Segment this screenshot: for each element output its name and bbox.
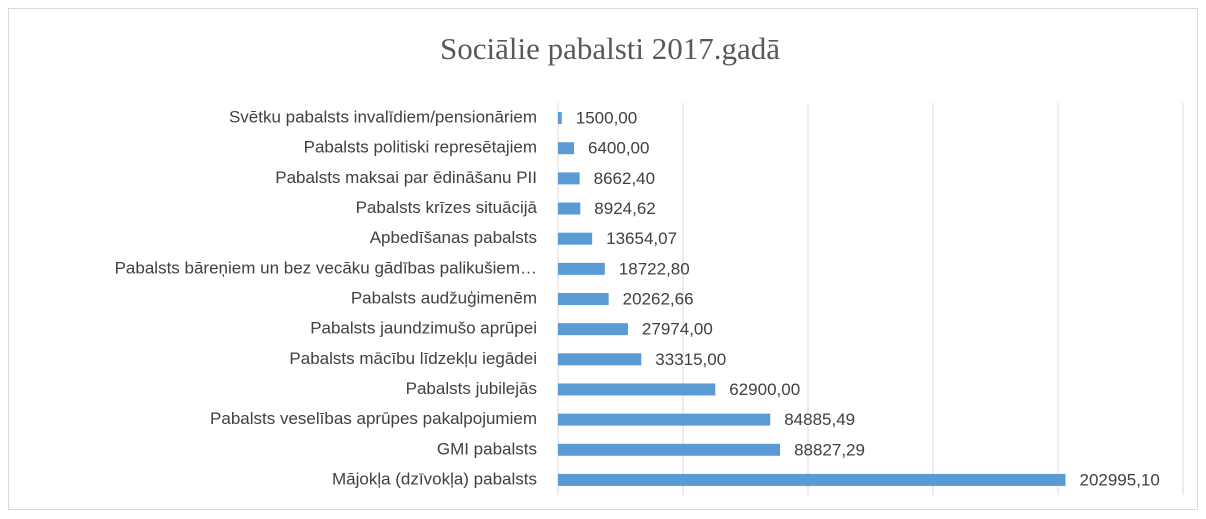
data-label: 202995,10: [1079, 470, 1159, 489]
data-label: 84885,49: [784, 410, 855, 429]
bar: [558, 142, 574, 155]
y-tick-label: Pabalsts veselības aprūpes pakalpojumiem: [210, 409, 537, 428]
y-tick-label: Pabalsts maksai par ēdināšanu PII: [275, 168, 537, 187]
data-label: 13654,07: [606, 229, 677, 248]
bar: [558, 112, 562, 125]
data-label: 8662,40: [594, 169, 655, 188]
bar: [558, 413, 771, 426]
bar: [558, 202, 581, 215]
chart-title: Sociālie pabalsti 2017.gadā: [440, 31, 780, 66]
data-label: 18722,80: [619, 259, 690, 278]
y-tick-label: Pabalsts krīzes situācijā: [356, 198, 538, 217]
y-tick-label: Mājokļa (dzīvokļa) pabalsts: [332, 469, 537, 488]
data-label: 1500,00: [576, 109, 637, 128]
bar: [558, 232, 593, 245]
y-tick-label: GMI pabalsts: [437, 439, 537, 458]
y-tick-label: Pabalsts jaundzimušo aprūpei: [310, 319, 537, 338]
data-label: 88827,29: [794, 440, 865, 459]
bar: [558, 353, 642, 366]
bar: [558, 172, 580, 185]
y-tick-label: Pabalsts bāreņiem un bez vecāku gādības …: [115, 258, 537, 277]
bar: [558, 293, 609, 305]
data-label: 27974,00: [642, 320, 713, 339]
bar: [558, 262, 605, 275]
chart-border: [8, 8, 1198, 510]
y-tick-label: Pabalsts politiski represētajiem: [304, 138, 537, 157]
data-label: 8924,62: [594, 199, 655, 218]
y-tick-label: Svētku pabalsts invalīdiem/pensionāriem: [229, 108, 537, 127]
data-label: 62900,00: [729, 380, 800, 399]
y-tick-label: Pabalsts jubilejās: [406, 379, 537, 398]
bar: [558, 473, 1066, 486]
bar: [558, 383, 716, 396]
bar: [558, 323, 628, 336]
data-label: 33315,00: [655, 350, 726, 369]
y-tick-label: Pabalsts audžuģimenēm: [351, 288, 537, 307]
bar: [558, 443, 781, 456]
y-tick-label: Pabalsts mācību līdzekļu iegādei: [289, 349, 537, 368]
data-label: 6400,00: [588, 139, 649, 158]
y-tick-label: Apbedīšanas pabalsts: [370, 228, 537, 247]
data-label: 20262,66: [623, 289, 694, 308]
